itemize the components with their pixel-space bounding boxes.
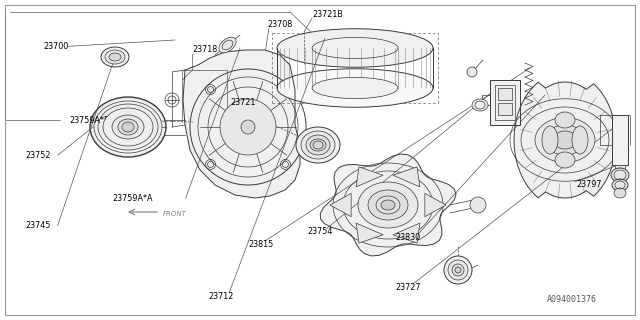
Ellipse shape: [358, 182, 418, 228]
Ellipse shape: [545, 125, 585, 155]
Ellipse shape: [555, 112, 575, 128]
Ellipse shape: [301, 131, 335, 159]
Ellipse shape: [219, 37, 236, 53]
Text: 23752: 23752: [26, 151, 51, 160]
Text: 23721: 23721: [230, 98, 256, 107]
Ellipse shape: [553, 131, 577, 149]
Ellipse shape: [614, 188, 626, 198]
Ellipse shape: [368, 190, 408, 220]
Ellipse shape: [312, 77, 398, 99]
Ellipse shape: [470, 197, 486, 213]
Ellipse shape: [555, 152, 575, 168]
Text: 23718: 23718: [192, 45, 217, 54]
Polygon shape: [356, 223, 383, 243]
Polygon shape: [393, 167, 420, 187]
Bar: [612, 115, 628, 165]
Ellipse shape: [381, 200, 395, 210]
Bar: [498, 88, 512, 100]
Bar: [482, 95, 490, 105]
Text: 23830: 23830: [396, 233, 420, 242]
Ellipse shape: [105, 50, 125, 64]
Ellipse shape: [112, 115, 144, 139]
Bar: [498, 103, 512, 115]
Ellipse shape: [118, 119, 138, 135]
Polygon shape: [425, 193, 446, 217]
Polygon shape: [183, 50, 300, 198]
Ellipse shape: [306, 135, 330, 155]
Text: 23708: 23708: [268, 20, 292, 29]
Ellipse shape: [98, 104, 158, 150]
Ellipse shape: [94, 101, 162, 153]
Text: 23759A*A: 23759A*A: [112, 194, 152, 203]
Ellipse shape: [452, 264, 464, 276]
Ellipse shape: [277, 69, 433, 107]
Text: 23721B: 23721B: [312, 10, 343, 19]
Polygon shape: [393, 223, 420, 243]
Text: 23727: 23727: [396, 283, 421, 292]
Polygon shape: [356, 167, 383, 187]
Ellipse shape: [455, 267, 461, 273]
Text: 23797: 23797: [576, 180, 602, 188]
Ellipse shape: [472, 99, 488, 111]
Ellipse shape: [535, 117, 595, 163]
Ellipse shape: [241, 120, 255, 134]
Ellipse shape: [448, 260, 468, 280]
Ellipse shape: [611, 168, 629, 182]
Bar: [615, 165, 625, 172]
Ellipse shape: [109, 53, 121, 61]
Text: 23759A*B: 23759A*B: [69, 116, 109, 124]
Polygon shape: [321, 154, 456, 256]
Ellipse shape: [90, 97, 166, 157]
Text: 23815: 23815: [248, 240, 273, 249]
Text: A094001376: A094001376: [547, 295, 597, 304]
Ellipse shape: [572, 126, 588, 154]
Bar: [495, 85, 515, 120]
Bar: [490, 80, 520, 125]
Ellipse shape: [612, 179, 628, 191]
Polygon shape: [330, 193, 351, 217]
Text: 23754: 23754: [307, 228, 333, 236]
Text: 23745: 23745: [26, 221, 51, 230]
Ellipse shape: [296, 127, 340, 163]
Text: 23712: 23712: [208, 292, 234, 301]
Ellipse shape: [444, 256, 472, 284]
Ellipse shape: [220, 99, 276, 155]
Ellipse shape: [103, 108, 153, 146]
Text: FRONT: FRONT: [163, 211, 187, 217]
Polygon shape: [514, 82, 616, 198]
Ellipse shape: [122, 122, 134, 132]
Ellipse shape: [467, 67, 477, 77]
Ellipse shape: [101, 47, 129, 67]
Ellipse shape: [310, 139, 326, 151]
Ellipse shape: [277, 29, 433, 67]
Text: 23700: 23700: [44, 42, 68, 51]
Ellipse shape: [542, 126, 558, 154]
